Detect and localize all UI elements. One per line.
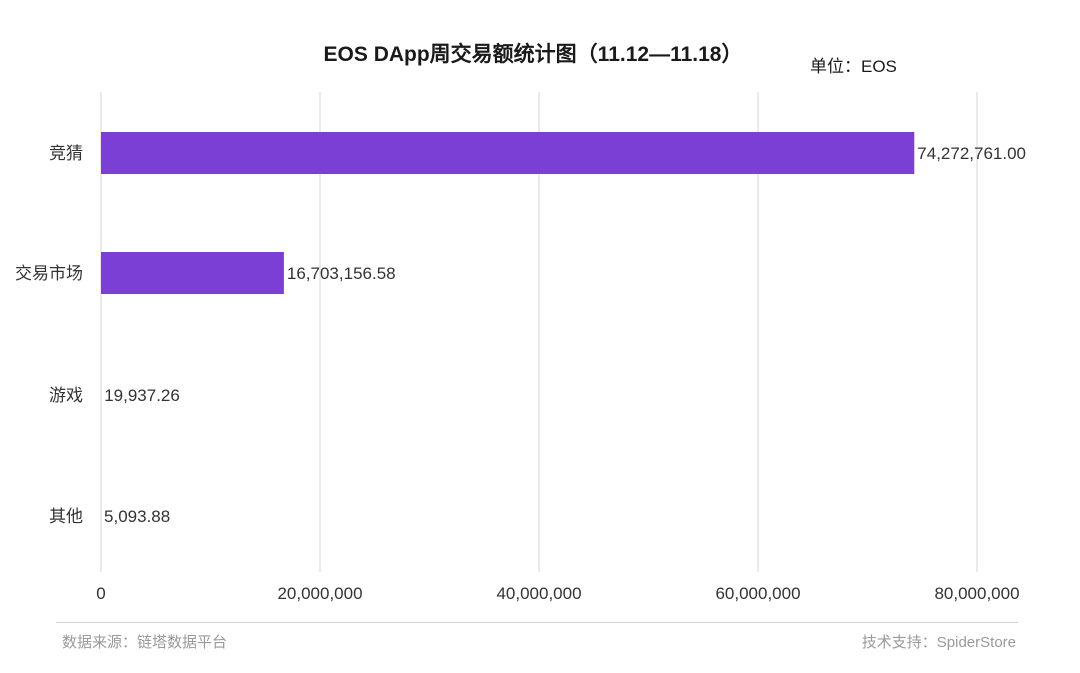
category-label: 其他 xyxy=(49,507,83,526)
value-label: 19,937.26 xyxy=(104,386,180,405)
x-tick-label: 20,000,000 xyxy=(277,584,362,603)
bar xyxy=(101,132,915,174)
value-label: 74,272,761.00 xyxy=(917,144,1026,163)
data-source: 数据来源：链塔数据平台 xyxy=(62,634,228,651)
x-tick-label: 60,000,000 xyxy=(715,584,800,603)
category-label: 竞猜 xyxy=(49,144,83,163)
value-label: 16,703,156.58 xyxy=(287,264,396,283)
tech-support: 技术支持：SpiderStore xyxy=(861,634,1016,651)
chart-title: EOS DApp周交易额统计图（11.12—11.18） xyxy=(323,43,743,66)
category-label: 游戏 xyxy=(49,386,83,405)
bar xyxy=(101,252,284,294)
footer-divider xyxy=(56,622,1018,623)
x-tick-label: 80,000,000 xyxy=(934,584,1019,603)
x-tick-label: 40,000,000 xyxy=(496,584,581,603)
bars xyxy=(101,132,915,294)
unit-label: 单位：EOS xyxy=(810,57,897,76)
labels: 0 20,000,000 40,000,000 60,000,000 80,000,00… xyxy=(15,144,1026,603)
category-label: 交易市场 xyxy=(15,264,83,283)
x-tick-label: 0 xyxy=(96,584,105,603)
value-label: 5,093.88 xyxy=(104,507,170,526)
